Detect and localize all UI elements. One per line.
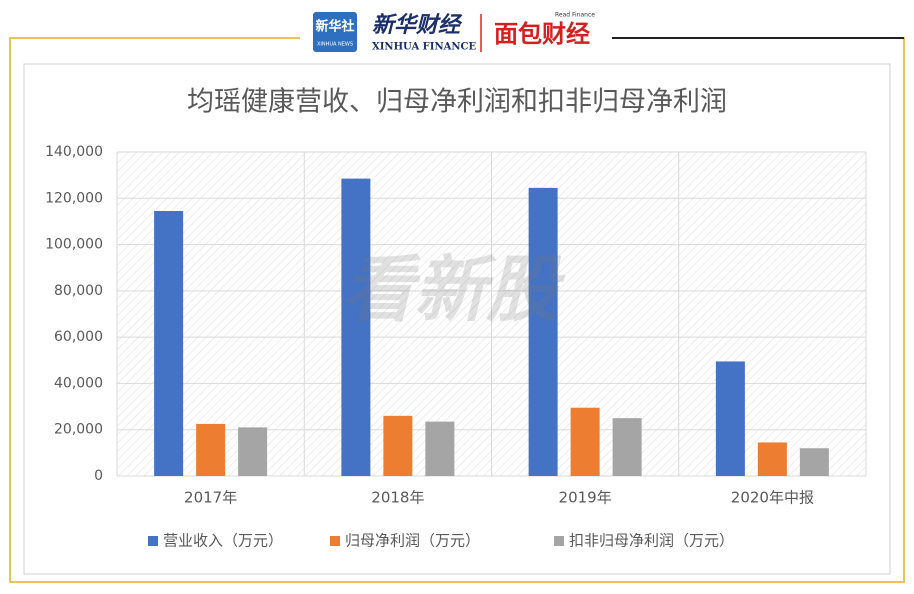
bar [757,442,787,476]
logo-text: 面包财经 [494,20,590,48]
plot: 0 20,000 40,000 60,000 80,000 100,000 120,000 1… [45,144,867,550]
bar [383,415,413,476]
x-tick-label: 2020年中报 [731,489,814,507]
bar [570,407,600,476]
bar [425,421,455,476]
y-tick-label: 20,000 [54,422,103,438]
y-tick-label: 0 [94,468,103,484]
bar [341,178,371,476]
y-tick-label: 60,000 [54,329,103,345]
x-tick-label: 2019年 [559,489,612,507]
legend-label: 营业收入（万元） [163,532,283,550]
y-tick-label: 140,000 [45,144,103,160]
bar [799,448,829,476]
x-tick-label: 2017年 [184,489,237,507]
logo-text: 新华财经 [372,12,463,38]
y-tick-label: 120,000 [45,190,103,206]
legend-label: 归母净利润（万元） [345,532,480,550]
legend-swatch [554,536,564,546]
bar [715,361,745,476]
y-tick-label: 40,000 [54,375,103,391]
bar [196,423,226,476]
bar [528,187,558,476]
bar [238,427,268,476]
logo-text: Read Finance [555,12,595,19]
logo-text: XINHUA NEWS [317,42,353,48]
logo-text: XINHUA FINANCE [372,42,476,53]
legend-swatch [148,536,158,546]
y-tick-label: 100,000 [45,237,103,253]
logo-text: 新华社 [315,19,354,35]
chart-title: 均瑶健康营收、归母净利润和扣非归母净利润 [187,87,727,118]
legend-label: 扣非归母净利润（万元） [569,532,734,550]
bar [154,211,184,476]
bar [612,418,642,476]
logo-box [313,12,357,52]
y-tick-label: 80,000 [54,283,103,299]
watermark: 看新股 [342,248,565,332]
x-tick-label: 2018年 [371,489,424,507]
legend-swatch [330,536,340,546]
